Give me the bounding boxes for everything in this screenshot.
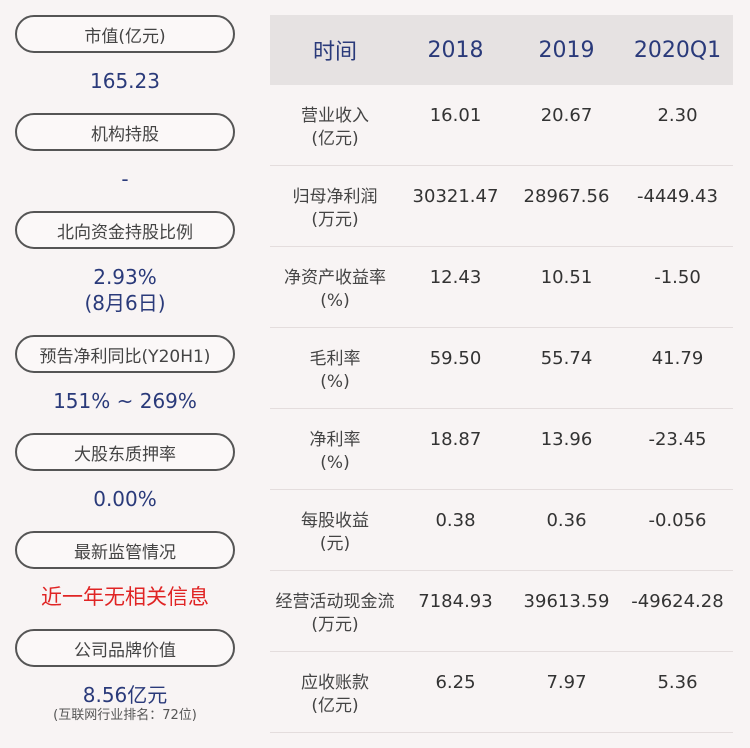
row-name: 净资产收益率 — [284, 268, 386, 288]
row-unit: (万元) — [311, 615, 359, 635]
table-cell: -0.056 — [648, 510, 707, 531]
regulatory-status-value: 近一年无相关信息 — [41, 585, 209, 609]
table-cell: -23.45 — [648, 429, 707, 450]
row-unit: (亿元) — [311, 696, 359, 716]
table-cell: 7.97 — [546, 672, 587, 693]
table-row: 每股收益 (元) 0.38 0.36 -0.056 — [270, 490, 733, 571]
table-header: 时间 2018 2019 2020Q1 — [270, 15, 733, 85]
header-period: 时间 — [312, 40, 357, 65]
table-row: 营业收入 (亿元) 16.01 20.67 2.30 — [270, 85, 733, 166]
row-label: 应收账款 (亿元) — [270, 672, 400, 732]
table-row: 归母净利润 (万元) 30321.47 28967.56 -4449.43 — [270, 166, 733, 247]
table-row: 应收账款 (亿元) 6.25 7.97 5.36 — [270, 652, 733, 733]
regulatory-status-label: 最新监管情况 — [15, 531, 235, 569]
row-label: 毛利率 (%) — [270, 348, 400, 408]
row-unit: (元) — [319, 534, 351, 554]
pledge-rate-label: 大股东质押率 — [15, 433, 235, 471]
header-2020q1: 2020Q1 — [633, 37, 722, 63]
table-cell: 55.74 — [540, 348, 593, 369]
row-label: 经营活动现金流 (万元) — [270, 591, 400, 651]
row-name: 应收账款 — [301, 673, 369, 693]
table-row: 净利率 (%) 18.87 13.96 -23.45 — [270, 409, 733, 490]
market-cap-label: 市值(亿元) — [15, 15, 235, 53]
row-unit: (万元) — [311, 210, 359, 230]
brand-value-value: 8.56亿元 (互联网行业排名：72位) — [0, 682, 250, 724]
table-cell: 0.36 — [546, 510, 587, 531]
table-cell: 12.43 — [429, 267, 482, 288]
table-cell: -1.50 — [654, 267, 701, 288]
row-name: 归母净利润 — [292, 187, 378, 207]
row-unit: (亿元) — [311, 129, 359, 149]
row-label: 营业收入 (亿元) — [270, 105, 400, 165]
pledge-rate-value: 0.00% — [93, 487, 157, 511]
market-cap-value: 165.23 — [90, 69, 160, 93]
northbound-holding-percent: 2.93% — [93, 265, 157, 289]
financial-table: 时间 2018 2019 2020Q1 营业收入 (亿元) 16.01 20.67… — [270, 15, 733, 733]
row-label: 净资产收益率 (%) — [270, 267, 400, 327]
table-cell: 0.38 — [435, 510, 476, 531]
profit-forecast-label: 预告净利同比(Y20H1) — [15, 335, 235, 373]
northbound-holding-label: 北向资金持股比例 — [15, 211, 235, 249]
table-cell: 5.36 — [657, 672, 698, 693]
profit-forecast-value: 151% ~ 269% — [53, 389, 197, 413]
table-cell: 41.79 — [651, 348, 704, 369]
table-cell: -4449.43 — [637, 186, 718, 207]
brand-value-amount: 8.56亿元 — [82, 683, 168, 707]
table-cell: 59.50 — [429, 348, 482, 369]
table-cell: 10.51 — [540, 267, 593, 288]
table-cell: 28967.56 — [523, 186, 610, 207]
table-row: 经营活动现金流 (万元) 7184.93 39613.59 -49624.28 — [270, 571, 733, 652]
table-cell: 39613.59 — [523, 591, 610, 612]
summary-sidebar: 市值(亿元) 165.23 机构持股 - 北向资金持股比例 2.93% (8月6… — [0, 0, 250, 748]
row-unit: (%) — [320, 291, 350, 311]
institutional-holding-label: 机构持股 — [15, 113, 235, 151]
row-label: 净利率 (%) — [270, 429, 400, 489]
northbound-holding-value: 2.93% (8月6日) — [0, 264, 250, 316]
row-name: 毛利率 — [309, 349, 361, 369]
table-cell: 20.67 — [540, 105, 593, 126]
table-row: 毛利率 (%) 59.50 55.74 41.79 — [270, 328, 733, 409]
northbound-holding-date: (8月6日) — [84, 291, 166, 315]
table-cell: 30321.47 — [412, 186, 499, 207]
row-name: 净利率 — [309, 430, 361, 450]
table-cell: -49624.28 — [631, 591, 724, 612]
table-cell: 7184.93 — [418, 591, 493, 612]
header-2018: 2018 — [427, 37, 484, 63]
row-unit: (%) — [320, 453, 350, 473]
table-cell: 13.96 — [540, 429, 593, 450]
brand-value-rank: (互联网行业排名：72位) — [53, 708, 197, 723]
table-cell: 18.87 — [429, 429, 482, 450]
row-name: 营业收入 — [301, 106, 369, 126]
row-name: 每股收益 — [301, 511, 369, 531]
table-row: 净资产收益率 (%) 12.43 10.51 -1.50 — [270, 247, 733, 328]
table-cell: 2.30 — [657, 105, 698, 126]
row-label: 归母净利润 (万元) — [270, 186, 400, 246]
table-cell: 16.01 — [429, 105, 482, 126]
row-unit: (%) — [320, 372, 350, 392]
institutional-holding-value: - — [121, 167, 129, 191]
header-2019: 2019 — [538, 37, 595, 63]
brand-value-label: 公司品牌价值 — [15, 629, 235, 667]
row-name: 经营活动现金流 — [275, 592, 395, 612]
row-label: 每股收益 (元) — [270, 510, 400, 570]
table-cell: 6.25 — [435, 672, 476, 693]
